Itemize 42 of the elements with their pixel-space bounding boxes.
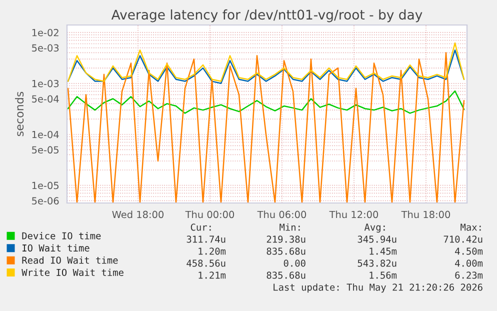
y-tick-label: 1e-04 [32,130,59,138]
text: 219.38u [266,236,306,243]
text: Last update: Thu May 21 21:20:26 2026 [274,283,482,293]
y-tick-label: 5e-06 [32,197,59,204]
legend-label: IO Wait time [22,244,90,252]
chart-title: Average latency for /dev/ntt01-vg/root - by day [111,9,422,22]
text: Cur: [190,224,211,231]
legend-label: Read IO Wait time [22,256,118,264]
legend-label: Write IO Wait time [22,268,124,276]
text: Min: [280,223,300,231]
text: Avg: [364,224,385,233]
line-series [67,90,465,114]
text: 710.42u [444,236,482,243]
y-tick-label: 5e-03 [32,44,59,52]
text: 1.21m [198,272,226,279]
text: 4.00m [455,260,483,267]
text: 1.56m [370,272,397,279]
text: 4.50m [455,248,483,255]
text: 543.82u [358,260,396,267]
y-tick-label: 1e-02 [32,28,58,36]
text: 6.23m [455,272,483,279]
y-tick-label: 5e-05 [32,146,59,154]
legend-label: Device IO time [22,232,101,240]
text: 835.68u [266,272,306,279]
x-tick-label: Wed 18:00 [112,210,164,218]
y-tick-label: 1e-03 [32,80,59,88]
line-series [67,52,465,203]
text: 1.20m [198,248,226,255]
text: 345.94u [358,236,396,243]
text: 458.56u [186,260,226,267]
x-tick-label: Thu 06:00 [257,210,306,218]
text: 311.74u [186,236,226,243]
x-tick-label: Thu 12:00 [329,210,378,218]
text: Max: [460,224,481,231]
y-axis-title: seconds [15,92,24,136]
y-tick-label: 1e-05 [32,182,59,190]
text: 835.68u [266,248,306,255]
x-tick-label: Thu 18:00 [401,210,450,218]
y-tick-label: 5e-04 [32,95,59,103]
x-tick-label: Thu 00:00 [185,210,234,218]
text: 1.45m [370,248,397,255]
text: 0.00 [284,260,306,267]
